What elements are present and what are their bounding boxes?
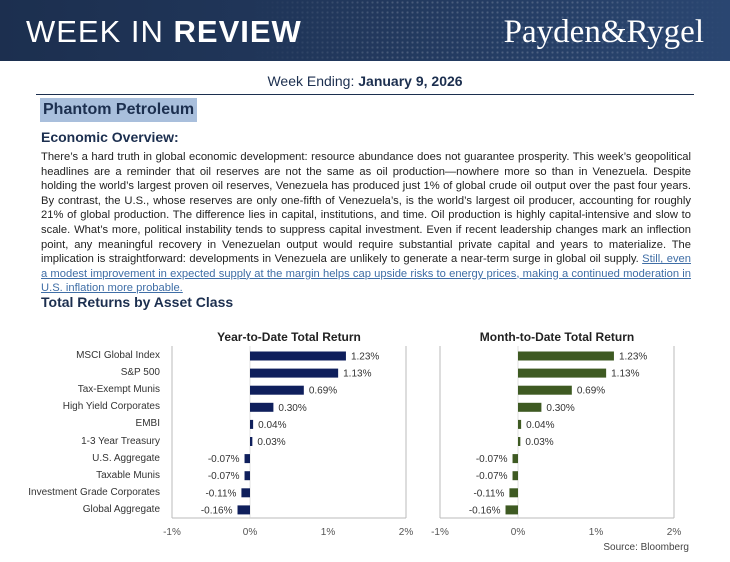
- mtd-chart-title: Month-to-Date Total Return: [479, 330, 635, 344]
- brand-logo: Payden&Rygel: [503, 14, 704, 50]
- bar: [250, 385, 304, 395]
- data-label: -0.16%: [469, 505, 501, 516]
- bar: [250, 419, 254, 429]
- category-label: 1-3 Year Treasury: [81, 435, 160, 447]
- bar: [244, 471, 250, 481]
- source-note: Source: Bloomberg: [603, 542, 689, 553]
- week-ending-label: Week Ending:: [267, 73, 359, 89]
- week-ending-date: January 9, 2026: [358, 73, 463, 89]
- x-tick-label: 0%: [243, 527, 258, 538]
- data-label: 1.23%: [619, 352, 647, 363]
- data-label: 0.30%: [546, 403, 574, 414]
- bar: [250, 351, 346, 361]
- x-tick-label: 2%: [667, 527, 682, 538]
- data-label: 1.13%: [343, 369, 371, 380]
- data-label: 1.13%: [611, 369, 639, 380]
- overview-heading: Economic Overview:: [41, 129, 179, 145]
- topic-title: Phantom Petroleum: [40, 98, 198, 122]
- bar: [512, 471, 518, 481]
- title-light: WEEK IN: [26, 14, 174, 49]
- bar: [509, 488, 518, 498]
- bar: [250, 402, 274, 412]
- bar: [241, 488, 250, 498]
- x-tick-label: 1%: [589, 527, 604, 538]
- bar: [237, 505, 250, 515]
- data-label: -0.11%: [205, 488, 236, 499]
- publication-title: WEEK IN REVIEW: [26, 14, 302, 50]
- category-label: Tax-Exempt Munis: [77, 384, 160, 396]
- category-label: High Yield Corporates: [62, 401, 160, 413]
- data-label: 0.30%: [278, 403, 306, 414]
- data-label: 1.23%: [351, 352, 379, 363]
- banner-dot-pattern: [250, 0, 730, 61]
- week-ending: Week Ending: January 9, 2026: [0, 73, 730, 89]
- category-label: Taxable Munis: [96, 469, 160, 481]
- overview-link[interactable]: Still, even a modest improvement in expe…: [41, 253, 691, 295]
- x-tick-label: 0%: [511, 527, 526, 538]
- data-label: 0.03%: [257, 437, 285, 448]
- category-label: S&P 500: [120, 367, 160, 379]
- bar: [512, 454, 518, 464]
- overview-paragraph: There’s a hard truth in global economic …: [41, 151, 691, 266]
- x-tick-label: -1%: [431, 527, 449, 538]
- bar: [518, 368, 607, 378]
- x-tick-label: 2%: [399, 527, 414, 538]
- bar: [250, 437, 253, 446]
- bar: [518, 402, 542, 412]
- category-label: U.S. Aggregate: [92, 452, 160, 464]
- header-banner: WEEK IN REVIEW Payden&Rygel: [0, 0, 730, 61]
- bar: [518, 419, 522, 429]
- bar: [505, 505, 518, 515]
- category-label: EMBI: [135, 418, 160, 430]
- bar: [518, 385, 572, 395]
- category-label: Investment Grade Corporates: [28, 486, 160, 498]
- bar: [518, 437, 521, 446]
- category-label: MSCI Global Index: [76, 350, 160, 361]
- title-bold: REVIEW: [173, 14, 302, 49]
- data-label: 0.04%: [526, 420, 554, 431]
- x-tick-label: 1%: [321, 527, 336, 538]
- overview-body: There’s a hard truth in global economic …: [41, 150, 691, 296]
- ytd-chart-title: Year-to-Date Total Return: [217, 330, 361, 344]
- x-tick-label: -1%: [163, 527, 181, 538]
- data-label: -0.16%: [201, 505, 233, 516]
- data-label: -0.11%: [473, 488, 504, 499]
- returns-heading: Total Returns by Asset Class: [41, 294, 234, 310]
- data-label: -0.07%: [476, 454, 508, 465]
- data-label: -0.07%: [476, 471, 508, 482]
- bar: [250, 368, 339, 378]
- data-label: -0.07%: [208, 471, 240, 482]
- data-label: 0.69%: [577, 386, 605, 397]
- data-label: 0.04%: [258, 420, 286, 431]
- bar: [244, 454, 250, 464]
- divider-rule: [36, 94, 694, 95]
- bar: [518, 351, 614, 361]
- data-label: -0.07%: [208, 454, 240, 465]
- category-label: Global Aggregate: [82, 503, 160, 515]
- data-label: 0.69%: [309, 386, 337, 397]
- data-label: 0.03%: [525, 437, 553, 448]
